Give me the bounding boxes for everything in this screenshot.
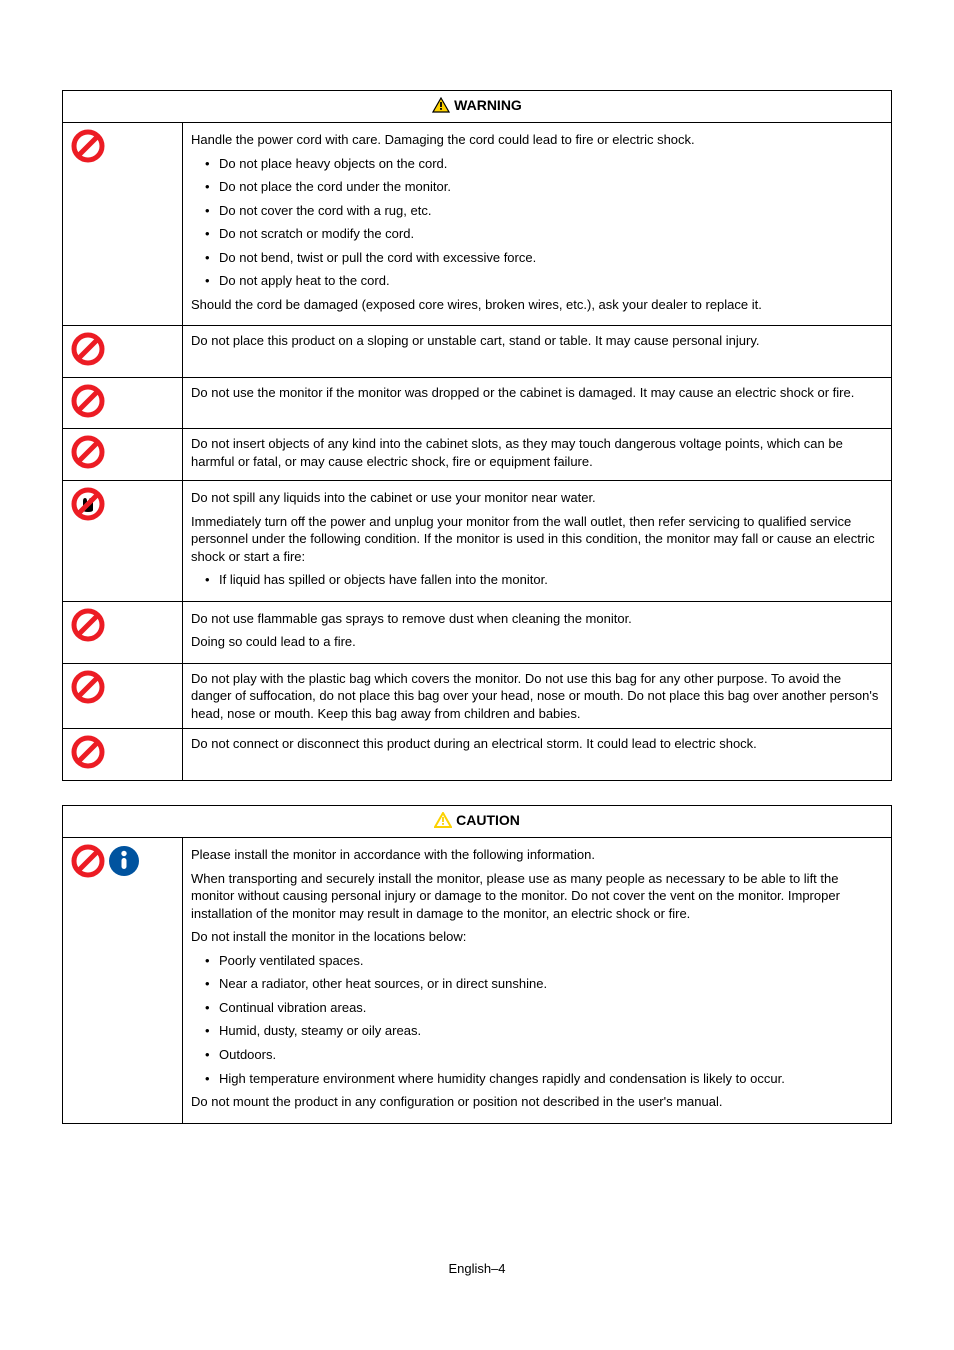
no-touch-icon [71, 487, 105, 521]
warning-text: Should the cord be damaged (exposed core… [191, 296, 883, 314]
warning-text-cell: Do not place this product on a sloping o… [183, 326, 892, 378]
bullet-item: Do not apply heat to the cord. [205, 272, 883, 290]
warning-header-row: WARNING [63, 91, 892, 123]
bullet-item: Humid, dusty, steamy or oily areas. [205, 1022, 883, 1040]
bullet-list: If liquid has spilled or objects have fa… [191, 571, 883, 589]
bullet-item: If liquid has spilled or objects have fa… [205, 571, 883, 589]
warning-text: Do not place this product on a sloping o… [191, 332, 883, 350]
warning-row: Do not use the monitor if the monitor wa… [63, 377, 892, 429]
icon-cell [63, 481, 183, 602]
caution-title: CAUTION [456, 812, 520, 828]
prohibit-icon [71, 844, 105, 878]
warning-text: Do not use flammable gas sprays to remov… [191, 610, 883, 628]
icon-cell [63, 326, 183, 378]
warning-text-cell: Do not insert objects of any kind into t… [183, 429, 892, 481]
bullet-item: Outdoors. [205, 1046, 883, 1064]
warning-row: Do not insert objects of any kind into t… [63, 429, 892, 481]
prohibit-icon [71, 384, 105, 418]
warning-text: Do not spill any liquids into the cabine… [191, 489, 883, 507]
icon-cell [63, 377, 183, 429]
icon-cell [63, 663, 183, 729]
warning-text-cell: Do not spill any liquids into the cabine… [183, 481, 892, 602]
bullet-item: Near a radiator, other heat sources, or … [205, 975, 883, 993]
caution-text: Please install the monitor in accordance… [191, 846, 883, 864]
warning-header: WARNING [63, 91, 892, 123]
icon-cell [63, 123, 183, 326]
prohibit-icon [71, 435, 105, 469]
caution-text-cell: Please install the monitor in accordance… [183, 838, 892, 1124]
warning-text-cell: Do not connect or disconnect this produc… [183, 729, 892, 781]
warning-row: Do not use flammable gas sprays to remov… [63, 601, 892, 663]
caution-text: Do not install the monitor in the locati… [191, 928, 883, 946]
warning-row: Do not place this product on a sloping o… [63, 326, 892, 378]
warning-text-cell: Do not play with the plastic bag which c… [183, 663, 892, 729]
icon-cell [63, 601, 183, 663]
warning-row: Do not connect or disconnect this produc… [63, 729, 892, 781]
warning-text-cell: Handle the power cord with care. Damagin… [183, 123, 892, 326]
bullet-item: Do not place heavy objects on the cord. [205, 155, 883, 173]
warning-text-cell: Do not use the monitor if the monitor wa… [183, 377, 892, 429]
caution-header-row: CAUTION [63, 806, 892, 838]
caution-table: CAUTION Please install the monitor in ac… [62, 805, 892, 1124]
warning-text-cell: Do not use flammable gas sprays to remov… [183, 601, 892, 663]
warning-text: Do not play with the plastic bag which c… [191, 670, 883, 723]
caution-row: Please install the monitor in accordance… [63, 838, 892, 1124]
icon-cell [63, 429, 183, 481]
warning-triangle-icon [432, 97, 450, 113]
icon-cell [63, 729, 183, 781]
bullet-list: Do not place heavy objects on the cord. … [191, 155, 883, 290]
warning-text: Do not insert objects of any kind into t… [191, 435, 883, 470]
bullet-item: Continual vibration areas. [205, 999, 883, 1017]
icon-cell [63, 838, 183, 1124]
warning-text: Doing so could lead to a fire. [191, 633, 883, 651]
prohibit-icon [71, 608, 105, 642]
bullet-item: Do not place the cord under the monitor. [205, 178, 883, 196]
bullet-list: Poorly ventilated spaces. Near a radiato… [191, 952, 883, 1087]
warning-text: Do not use the monitor if the monitor wa… [191, 384, 883, 402]
bullet-item: Do not scratch or modify the cord. [205, 225, 883, 243]
page-number: English–4 [0, 1261, 954, 1276]
warning-row: Handle the power cord with care. Damagin… [63, 123, 892, 326]
warning-text: Handle the power cord with care. Damagin… [191, 131, 883, 149]
info-icon [107, 844, 141, 878]
caution-text: Do not mount the product in any configur… [191, 1093, 883, 1111]
bullet-item: Do not bend, twist or pull the cord with… [205, 249, 883, 267]
warning-table: WARNING Handle the power cord with care.… [62, 90, 892, 781]
bullet-item: High temperature environment where humid… [205, 1070, 883, 1088]
caution-header: CAUTION [63, 806, 892, 838]
bullet-item: Do not cover the cord with a rug, etc. [205, 202, 883, 220]
bullet-item: Poorly ventilated spaces. [205, 952, 883, 970]
caution-triangle-icon [434, 812, 452, 828]
warning-row: Do not play with the plastic bag which c… [63, 663, 892, 729]
warning-text: Immediately turn off the power and unplu… [191, 513, 883, 566]
prohibit-icon [71, 735, 105, 769]
warning-row: Do not spill any liquids into the cabine… [63, 481, 892, 602]
prohibit-icon [71, 129, 105, 163]
warning-title: WARNING [454, 97, 522, 113]
prohibit-icon [71, 670, 105, 704]
prohibit-icon [71, 332, 105, 366]
caution-text: When transporting and securely install t… [191, 870, 883, 923]
warning-text: Do not connect or disconnect this produc… [191, 735, 883, 753]
